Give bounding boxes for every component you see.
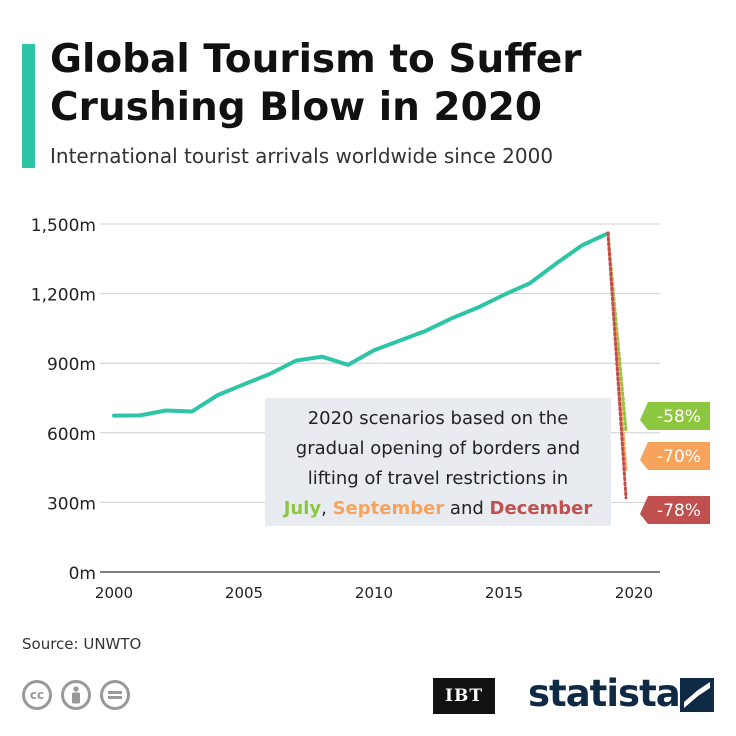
annotation-box	[265, 398, 611, 526]
y-tick-label: 900m	[47, 355, 96, 375]
x-tick-label: 2010	[355, 584, 393, 602]
x-tick-label: 2015	[485, 584, 523, 602]
annotation-line: 2020 scenarios based on the	[308, 408, 569, 429]
scenario-flag-september	[640, 442, 710, 470]
annotation-line: gradual opening of borders and	[296, 438, 580, 459]
scenario-flag-july	[640, 402, 710, 430]
scenario-flag-december	[640, 496, 710, 524]
creative-commons-icon[interactable]: cc	[22, 680, 52, 710]
page-subtitle: International tourist arrivals worldwide…	[50, 144, 554, 168]
x-tick-label: 2020	[615, 584, 653, 602]
annotation-july: July	[282, 498, 322, 519]
x-tick-label: 2000	[95, 584, 133, 602]
annotation-and: and	[444, 498, 489, 519]
scenario-line-december	[606, 231, 628, 500]
title-accent-bar	[22, 44, 35, 168]
annotation-september: September	[333, 498, 445, 519]
scenario-label-december: -78%	[657, 501, 701, 521]
y-tick-label: 600m	[47, 425, 96, 445]
source-note: Source: UNWTO	[22, 635, 142, 653]
statista-logo[interactable]: statista	[528, 672, 681, 715]
annotation-comma: ,	[321, 498, 332, 519]
page-title: Global Tourism to Suffer Crushing Blow i…	[50, 37, 582, 130]
equals-icon	[108, 691, 122, 699]
y-tick-label: 0m	[69, 564, 96, 584]
attribution-icon[interactable]	[61, 680, 91, 710]
tourism-line-chart: 0m 300m 600m 900m 1,200m 1,500m 2000 2005 2010 20…	[31, 216, 710, 602]
y-tick-label: 300m	[47, 494, 96, 514]
no-derivatives-icon[interactable]	[100, 680, 130, 710]
series-line	[112, 231, 610, 418]
y-tick-label: 1,200m	[31, 286, 96, 306]
annotation-december: December	[490, 498, 593, 519]
statista-mark-icon	[680, 678, 714, 712]
x-tick-label: 2005	[225, 584, 263, 602]
license-icons: cc	[22, 680, 130, 710]
person-icon	[72, 686, 80, 704]
scenario-label-july: -58%	[657, 407, 701, 427]
y-tick-label: 1,500m	[31, 216, 96, 236]
annotation-scenarios: July, September and December	[282, 498, 593, 519]
ibt-logo[interactable]: IBT	[433, 678, 495, 714]
annotation-line: lifting of travel restrictions in	[308, 468, 568, 489]
scenario-label-september: -70%	[657, 447, 701, 467]
